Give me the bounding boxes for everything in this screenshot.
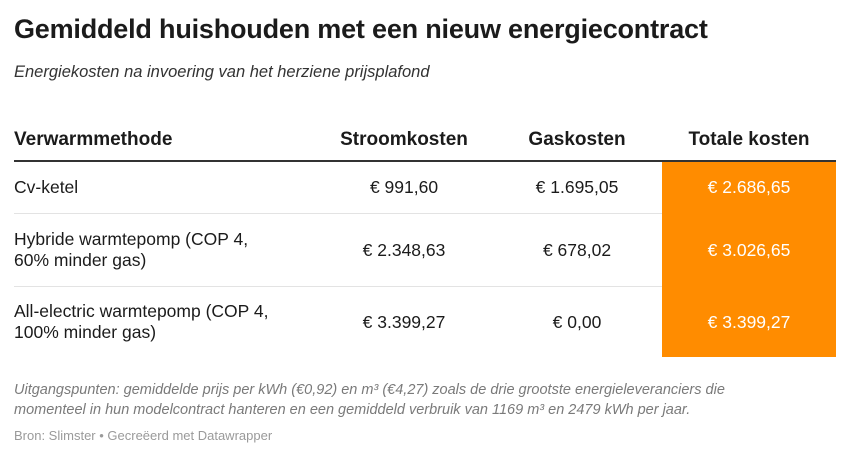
cell-method: Cv-ketel	[14, 161, 316, 214]
method-line-2: 100% minder gas)	[14, 322, 157, 342]
header-stroomkosten[interactable]: Stroomkosten	[316, 120, 492, 162]
cell-method: Hybride warmtepomp (COP 4, 60% minder ga…	[14, 213, 316, 287]
footnote-line-2: momenteel in hun modelcontract hanteren …	[14, 402, 691, 418]
table-row: All-electric warmtepomp (COP 4, 100% min…	[14, 286, 836, 358]
page-subtitle: Energiekosten na invoering van het herzi…	[14, 63, 430, 81]
method-line-2: 60% minder gas)	[14, 250, 147, 270]
page-title: Gemiddeld huishouden met een nieuw energ…	[14, 14, 708, 44]
header-totale-kosten[interactable]: Totale kosten	[662, 120, 836, 162]
cell-stroomkosten: € 2.348,63	[316, 213, 492, 287]
cell-stroomkosten: € 3.399,27	[362, 311, 446, 332]
method-line-1: Hybride warmtepomp (COP 4,	[14, 229, 249, 249]
cell-totale-kosten: € 3.399,27	[662, 286, 836, 357]
cell-gaskosten: € 0,00	[552, 311, 602, 332]
source-credit[interactable]: Bron: Slimster • Gecreëerd met Datawrapp…	[14, 428, 273, 443]
cell-method: All-electric warmtepomp (COP 4, 100% min…	[14, 287, 316, 358]
footnote: Uitgangspunten: gemiddelde prijs per kWh…	[14, 380, 814, 420]
method-line-1: All-electric warmtepomp (COP 4,	[14, 301, 269, 321]
method-line-1: Cv-ketel	[14, 177, 79, 197]
cell-gaskosten: € 678,02	[492, 213, 662, 287]
chart-container: Gemiddeld huishouden met een nieuw energ…	[14, 12, 836, 357]
footnote-line-1: Uitgangspunten: gemiddelde prijs per kWh…	[14, 382, 725, 398]
cell-totale-kosten: € 3.026,65	[662, 213, 836, 287]
cell-stroomkosten: € 991,60	[316, 161, 492, 214]
cell-gaskosten: € 1.695,05	[492, 161, 662, 214]
table-header-row: Verwarmmethode Stroomkosten Gaskosten To…	[14, 120, 836, 162]
header-verwarmmethode[interactable]: Verwarmmethode	[14, 120, 316, 162]
energy-cost-table: Verwarmmethode Stroomkosten Gaskosten To…	[14, 120, 836, 357]
cell-totale-kosten: € 2.686,65	[662, 161, 836, 214]
table-row: Cv-ketel € 991,60 € 1.695,05 € 2.686,65	[14, 161, 836, 214]
header-gaskosten[interactable]: Gaskosten	[492, 120, 662, 162]
table-row: Hybride warmtepomp (COP 4, 60% minder ga…	[14, 213, 836, 287]
